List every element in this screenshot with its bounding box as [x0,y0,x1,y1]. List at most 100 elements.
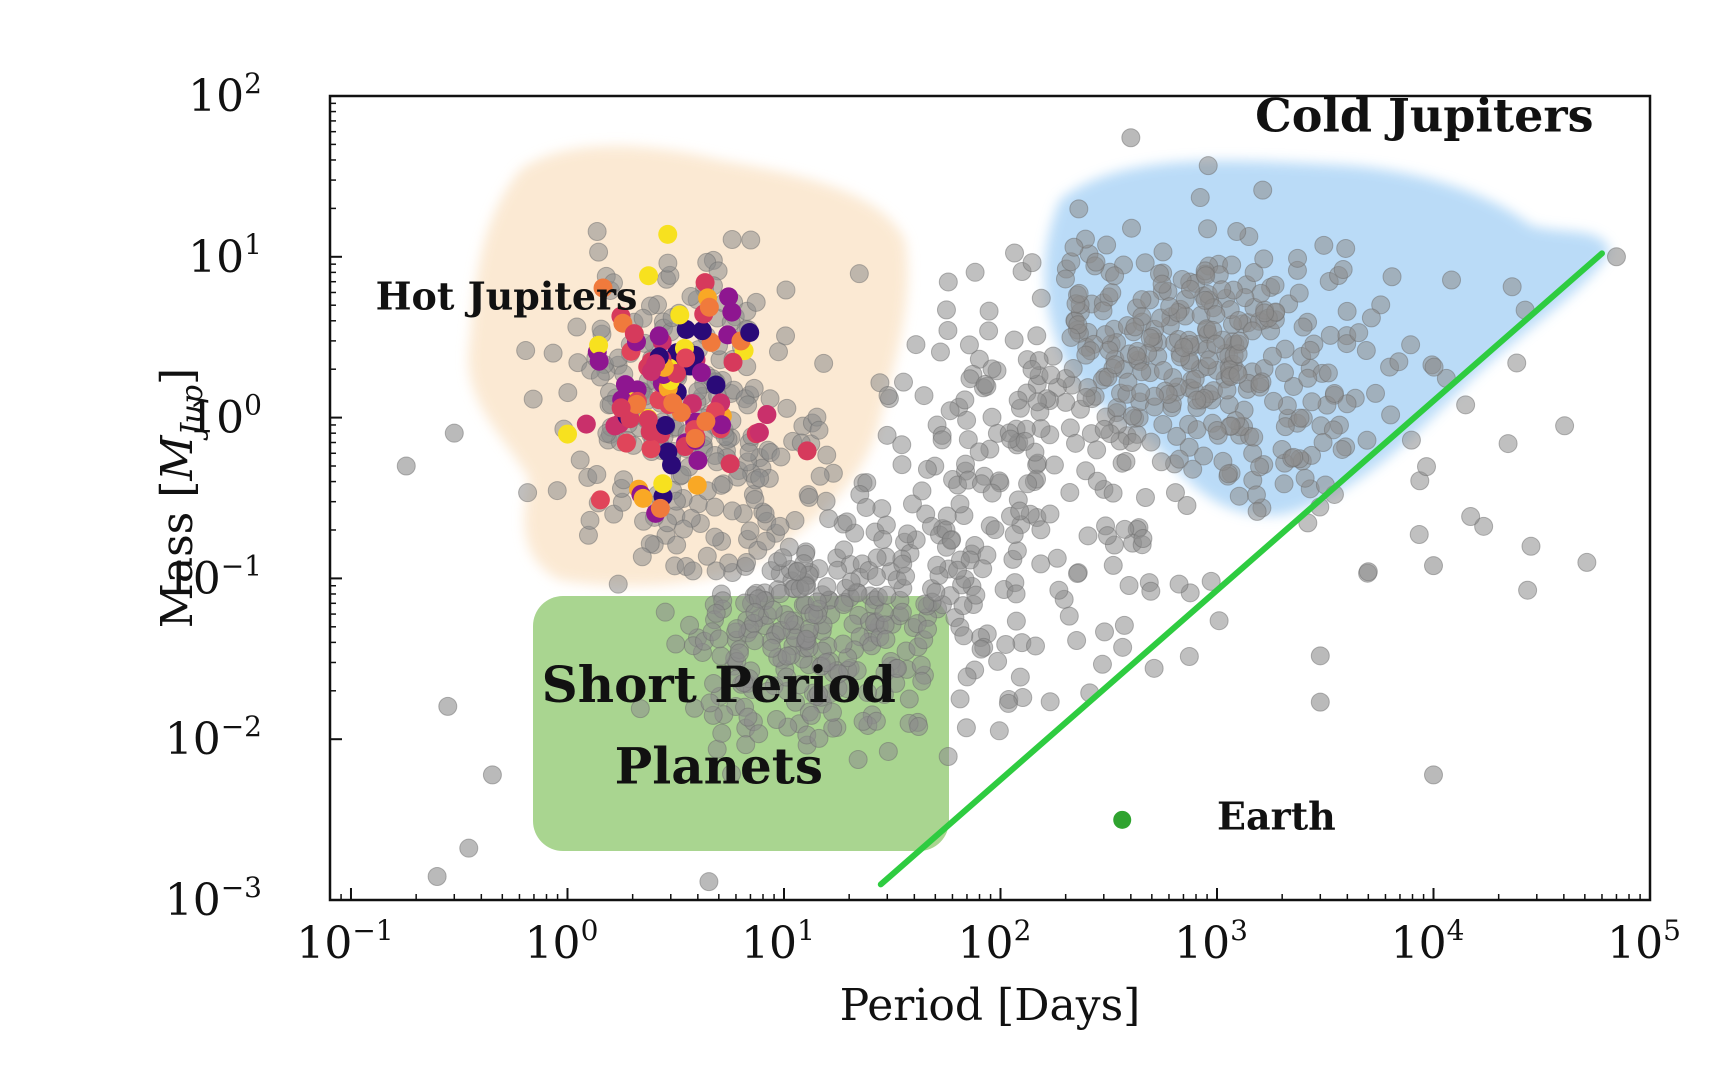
y-tick-label: 10−3 [165,871,262,926]
planet-point [1290,408,1310,428]
planet-point [1228,364,1248,384]
planet-point [697,546,717,566]
planet-point [1031,554,1051,574]
hot-jupiter-point [712,415,732,435]
x-tick-label: 100 [525,914,599,969]
planet-point [1332,439,1352,459]
planet-point [589,242,609,262]
planet-point [1229,486,1249,506]
planet-point [1337,301,1357,321]
y-axis-title: Mass [MJup] [152,368,210,628]
planet-point [1242,321,1262,341]
planet-point [829,664,849,684]
planet-point [1022,360,1042,380]
planet-point [1229,310,1249,330]
boundary-line [877,250,1605,888]
planet-point [1169,449,1189,469]
planet-point [1044,455,1064,475]
planet-point [955,390,975,410]
planet-point [1295,468,1315,488]
planet-point [807,592,827,612]
planet-point [1122,218,1142,238]
x-tick-label: 104 [1391,914,1465,969]
planet-point [779,610,799,630]
planet-point [1119,576,1139,596]
planet-point [938,321,958,341]
planet-point [979,321,999,341]
planet-point [1190,188,1210,208]
planet-point [777,398,797,418]
planet-point [1093,301,1113,321]
planet-point [1174,337,1194,357]
planet-point [666,634,686,654]
hot-jupiter-point [688,450,708,470]
planet-point [681,287,701,307]
planet-point [1125,317,1145,337]
planet-point [1056,392,1076,412]
planet-point [927,555,947,575]
planet-point [1094,419,1114,439]
planet-point [1366,383,1386,403]
planet-point [1141,432,1161,452]
planet-point [1118,372,1138,392]
planet-point [543,343,563,363]
planet-point [746,292,766,312]
planet-point [1389,352,1409,372]
planet-point [816,491,836,511]
planet-point [849,264,869,284]
planet-point [1140,328,1160,348]
planet-point [912,481,932,501]
x-axis-title: Period [Days] [840,980,1141,1031]
planet-point [1250,457,1270,477]
planet-point [1502,277,1522,297]
x-tick-label: 102 [958,914,1032,969]
planet-point [1060,482,1080,502]
planet-point [770,584,790,604]
hot-jupiter-point [719,287,739,307]
planet-point [1361,308,1381,328]
planet-point [738,707,758,727]
planet-point [867,548,887,568]
planet-point [773,548,793,568]
planet-point [737,553,757,573]
planet-point [1004,524,1024,544]
planet-point [1069,199,1089,219]
planet-point [1251,283,1271,303]
planet-point [819,509,839,529]
planet-point [957,410,977,430]
planet-point [547,481,567,501]
hot-jupiter-point [797,441,817,461]
planet-point [722,764,742,784]
planet-point [909,717,929,737]
planet-point [745,631,765,651]
planet-point [1507,353,1527,373]
planet-point [1423,765,1443,785]
planet-point [817,577,837,597]
x-tick-label: 10−1 [296,914,393,969]
planet-point [518,483,538,503]
planet-point [758,682,778,702]
planet-point [749,724,769,744]
hot-jupiter-point [687,475,707,495]
planet-point [523,389,543,409]
planet-point [1006,611,1026,631]
x-tick-label: 105 [1607,914,1681,969]
planet-point [590,367,610,387]
planet-point [1151,452,1171,472]
planet-point [1198,156,1218,176]
planet-point [776,280,796,300]
planet-point [771,447,791,467]
planet-point [1131,382,1151,402]
planet-point [914,386,934,406]
planet-point [591,319,611,339]
x-tick-label: 103 [1174,914,1248,969]
planet-point [950,494,970,514]
planet-point [988,651,1008,671]
planet-point [741,230,761,250]
planet-point [1087,471,1107,491]
planet-point [965,262,985,282]
planet-point [814,353,834,373]
planet-point [1183,459,1203,479]
planet-point [959,335,979,355]
